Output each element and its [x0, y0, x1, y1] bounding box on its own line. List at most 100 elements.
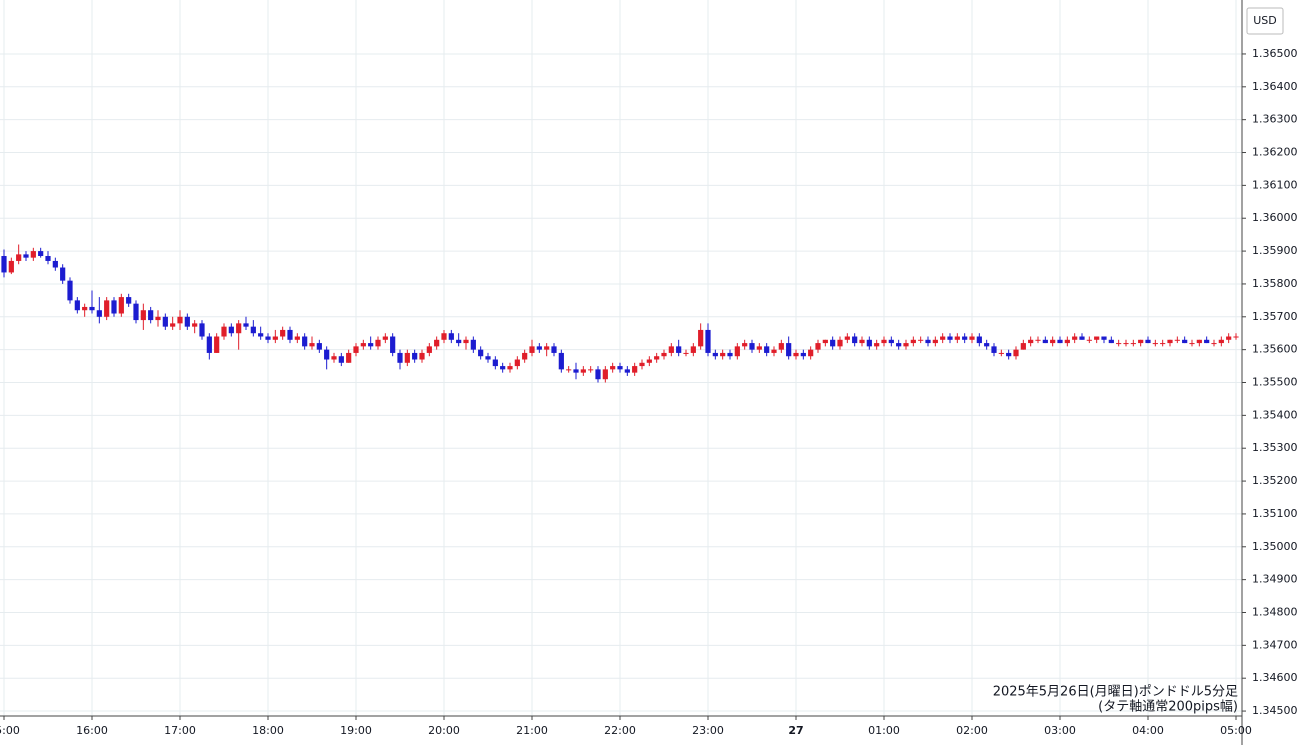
candle-body	[734, 346, 740, 357]
candle-body	[969, 336, 975, 340]
candle-body	[368, 343, 374, 347]
candle-body	[1079, 336, 1085, 340]
y-tick-label: 1.35000	[1252, 540, 1298, 553]
candle-body	[712, 352, 718, 357]
candle-body	[441, 333, 447, 340]
candle-body	[1050, 339, 1056, 344]
candle-body	[346, 352, 352, 363]
candle-body	[1167, 339, 1173, 344]
candle-body	[566, 369, 572, 371]
candle-body	[808, 349, 814, 357]
y-tick-label: 1.35100	[1252, 507, 1298, 520]
candle-body	[1057, 339, 1063, 344]
x-tick-label: 03:00	[1044, 724, 1076, 737]
candle-body	[1072, 336, 1078, 340]
candle-body	[38, 251, 44, 257]
candles	[1, 244, 1239, 383]
candle-body	[866, 339, 872, 347]
candle-body	[177, 316, 183, 324]
candle-body	[89, 306, 95, 311]
candle-body	[1035, 339, 1041, 341]
candle-body	[280, 329, 286, 337]
candle-body	[844, 336, 850, 340]
candle-body	[610, 366, 616, 370]
candle-body	[1, 256, 7, 273]
candle-body	[1211, 343, 1217, 345]
candle-body	[786, 343, 792, 357]
candle-body	[74, 300, 80, 311]
y-tick-label: 1.35200	[1252, 474, 1298, 487]
candle-body	[309, 343, 315, 347]
candle-body	[45, 256, 51, 261]
candle-body	[1160, 343, 1166, 345]
candle-body	[1064, 339, 1070, 344]
candle-body	[705, 329, 711, 353]
candle-body	[991, 346, 997, 353]
y-tick-label: 1.34900	[1252, 573, 1298, 586]
candle-body	[793, 352, 799, 357]
candle-body	[881, 339, 887, 344]
candle-body	[434, 339, 440, 347]
candle-body	[324, 349, 330, 360]
candle-body	[294, 336, 300, 340]
candle-body	[1042, 339, 1048, 344]
candle-body	[1123, 343, 1129, 345]
candle-body	[1013, 349, 1019, 357]
candle-body	[874, 343, 880, 347]
y-tick-label: 1.35500	[1252, 376, 1298, 389]
y-tick-label: 1.35900	[1252, 244, 1298, 257]
axes: 1.34500 1.34600 1.34700 1.34800 1.34900 1.350…	[0, 47, 1298, 737]
candle-body	[595, 369, 601, 380]
candle-body	[126, 297, 132, 304]
candle-body	[1182, 339, 1188, 344]
y-tick-label: 1.35300	[1252, 441, 1298, 454]
candle-body	[478, 349, 484, 357]
candle-body	[815, 343, 821, 350]
candle-body	[764, 346, 770, 353]
candle-body	[984, 343, 990, 347]
candle-body	[500, 366, 506, 370]
candle-body	[8, 260, 14, 273]
x-tick-label: 21:00	[516, 724, 548, 737]
x-tick-label: 18:00	[252, 724, 284, 737]
candle-body	[896, 343, 902, 347]
candle-body	[698, 329, 704, 347]
candle-body	[236, 323, 242, 334]
y-tick-label: 1.35700	[1252, 310, 1298, 323]
y-tick-label: 1.36100	[1252, 178, 1298, 191]
candle-body	[1116, 343, 1122, 345]
candle-body	[544, 346, 550, 350]
candle-body	[727, 352, 733, 357]
y-tick-label: 1.36400	[1252, 80, 1298, 93]
candle-body	[1086, 339, 1092, 341]
candle-body	[338, 356, 344, 363]
candle-body	[133, 303, 139, 321]
x-tick-label: 19:00	[340, 724, 372, 737]
candle-body	[353, 346, 359, 353]
candle-body	[1138, 339, 1144, 344]
candle-body	[778, 343, 784, 350]
candle-body	[192, 323, 198, 327]
candle-body	[690, 346, 696, 353]
candle-body	[419, 352, 425, 360]
candle-body	[1152, 343, 1158, 345]
x-tick-label: 17:00	[164, 724, 196, 737]
candle-body	[1094, 336, 1100, 340]
candle-body	[199, 323, 205, 337]
candle-body	[749, 343, 755, 350]
candle-body	[837, 339, 843, 347]
candle-body	[918, 339, 924, 341]
candle-body	[551, 346, 557, 353]
candle-body	[903, 343, 909, 347]
y-tick-label: 1.34700	[1252, 638, 1298, 651]
candle-body	[617, 366, 623, 370]
candle-body	[60, 267, 66, 281]
candle-body	[558, 352, 564, 370]
candle-body	[1218, 339, 1224, 344]
candle-body	[1101, 336, 1107, 340]
currency-label: USD	[1253, 14, 1277, 27]
y-tick-label: 1.36500	[1252, 47, 1298, 60]
candle-body	[1189, 343, 1195, 345]
candle-body	[800, 352, 806, 357]
